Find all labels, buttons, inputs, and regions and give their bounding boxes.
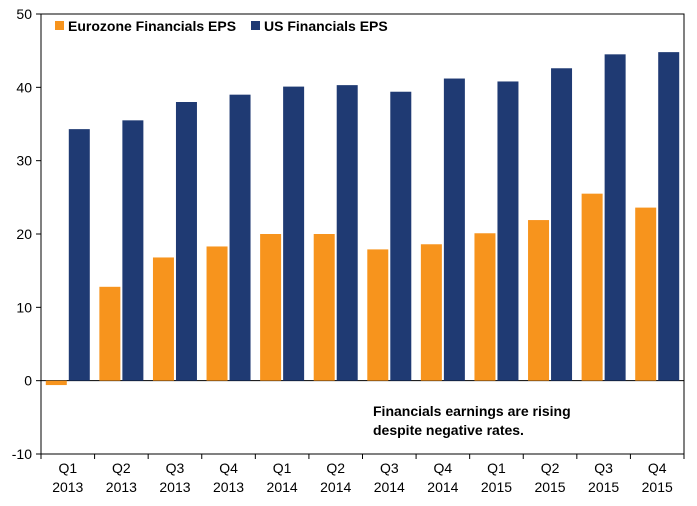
x-tick-label-year: 2013: [106, 479, 137, 495]
x-tick-label-year: 2013: [159, 479, 190, 495]
us-eps-bar: [68, 129, 90, 381]
us-eps-bar: [390, 91, 412, 381]
annotation-text: Financials earnings are rising: [373, 403, 571, 419]
x-axis: Q1 2013 Q2 2013 Q3 2013 Q4 2013 Q1 2014 Q2 2014 Q3 20…: [40, 454, 685, 495]
eurozone-eps-bar: [45, 380, 67, 386]
eurozone-eps-bar: [581, 193, 603, 381]
y-axis: -10 0 10 20 30 40 50: [12, 6, 41, 462]
legend-label: Eurozone Financials EPS: [68, 18, 236, 34]
x-tick-label-year: 2014: [267, 479, 298, 495]
eurozone-eps-bar: [528, 220, 550, 381]
legend-swatch: [55, 21, 64, 30]
y-tick-label: 0: [24, 373, 32, 389]
us-eps-bar: [122, 120, 144, 381]
eurozone-eps-bar: [206, 246, 228, 381]
x-tick-label-year: 2015: [481, 479, 512, 495]
y-tick-label: 20: [16, 226, 32, 242]
eurozone-eps-bar: [420, 244, 442, 381]
y-tick-label: -10: [12, 446, 32, 462]
annotation-text: despite negative rates.: [373, 422, 524, 438]
x-tick-label-year: 2013: [52, 479, 83, 495]
y-tick-label: 30: [16, 153, 32, 169]
x-tick-label-quarter: Q4: [219, 460, 238, 476]
eurozone-eps-bar: [313, 234, 335, 381]
us-eps-bar: [443, 78, 465, 381]
y-tick-label: 40: [16, 79, 32, 95]
x-tick-label-quarter: Q2: [541, 460, 560, 476]
y-tick-label: 50: [16, 6, 32, 22]
x-tick-label-quarter: Q1: [487, 460, 506, 476]
x-tick-label-quarter: Q3: [380, 460, 399, 476]
eurozone-eps-bar: [474, 233, 496, 381]
x-tick-label-quarter: Q1: [273, 460, 292, 476]
x-tick-label-quarter: Q3: [594, 460, 613, 476]
annotation: Financials earnings are rising despite ne…: [373, 403, 571, 438]
us-eps-bar: [551, 68, 573, 381]
us-eps-bar: [229, 94, 251, 381]
us-eps-bar: [604, 54, 626, 381]
x-tick-label-year: 2013: [213, 479, 244, 495]
x-tick-label-quarter: Q2: [326, 460, 345, 476]
x-tick-label-quarter: Q2: [112, 460, 131, 476]
bars: [45, 52, 680, 386]
legend-label: US Financials EPS: [264, 18, 388, 34]
legend: Eurozone Financials EPS US Financials EPS: [55, 18, 388, 34]
eurozone-eps-bar: [152, 257, 174, 381]
us-eps-bar: [658, 52, 680, 381]
eurozone-eps-bar: [367, 249, 389, 381]
x-tick-label-year: 2014: [320, 479, 351, 495]
x-tick-label-year: 2015: [642, 479, 673, 495]
x-tick-label-year: 2014: [427, 479, 458, 495]
eurozone-eps-bar: [635, 207, 657, 381]
x-tick-label-quarter: Q4: [648, 460, 667, 476]
us-eps-bar: [336, 85, 358, 381]
us-eps-bar: [283, 86, 305, 381]
eurozone-eps-bar: [260, 234, 282, 381]
us-eps-bar: [497, 81, 519, 381]
x-tick-label-quarter: Q3: [166, 460, 185, 476]
x-tick-label-year: 2015: [534, 479, 565, 495]
x-tick-label-year: 2015: [588, 479, 619, 495]
y-tick-label: 10: [16, 299, 32, 315]
x-tick-label-year: 2014: [374, 479, 405, 495]
legend-swatch: [251, 21, 260, 30]
eurozone-eps-bar: [99, 286, 121, 381]
x-tick-label-quarter: Q1: [58, 460, 77, 476]
x-tick-label-quarter: Q4: [434, 460, 453, 476]
us-eps-bar: [175, 102, 197, 381]
